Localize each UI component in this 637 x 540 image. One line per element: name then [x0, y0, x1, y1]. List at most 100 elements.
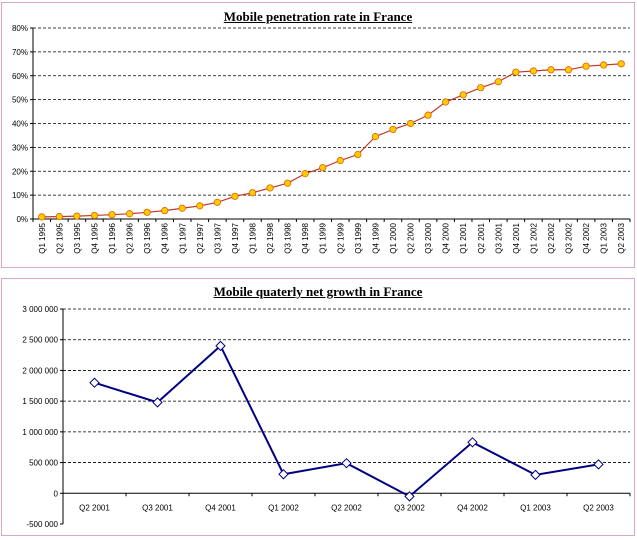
x-tick-label: Q4 1998 — [301, 222, 310, 253]
x-tick-label: Q4 2002 — [582, 222, 591, 253]
x-tick-label: Q3 2002 — [565, 222, 574, 253]
x-tick-label: Q1 1995 — [38, 222, 47, 253]
data-point — [161, 207, 169, 215]
x-tick-label: Q4 1999 — [371, 222, 380, 253]
data-point — [371, 133, 379, 141]
data-point — [108, 211, 116, 219]
y-tick-label: 70% — [12, 48, 28, 57]
data-point — [467, 437, 478, 448]
y-tick-label: -500 000 — [26, 520, 58, 529]
data-point — [512, 68, 520, 76]
x-tick-label: Q2 1999 — [336, 222, 345, 253]
x-tick-label: Q3 2001 — [142, 503, 173, 512]
data-point — [231, 192, 239, 200]
data-point — [354, 150, 362, 159]
x-tick-label: Q4 1997 — [231, 222, 240, 253]
penetration-chart-panel: Mobile penetration rate in France 0% 10% 2… — [1, 2, 635, 268]
data-point — [529, 67, 538, 75]
data-point — [547, 66, 555, 74]
growth-chart-title: Mobile quaterly net growth in France — [213, 284, 423, 299]
x-tick-label: Q3 1996 — [143, 222, 152, 253]
penetration-chart-title: Mobile penetration rate in France — [223, 9, 413, 24]
x-tick-label: Q3 1998 — [284, 222, 293, 253]
x-tick-label: Q4 2001 — [512, 222, 521, 253]
y-tick-label: 2 000 000 — [22, 366, 58, 375]
x-tick-label: Q1 2002 — [529, 222, 538, 253]
data-point — [301, 170, 309, 178]
x-tick-label: Q2 2002 — [331, 503, 362, 512]
x-tick-label: Q2 2001 — [79, 503, 110, 512]
data-point — [143, 208, 151, 216]
x-tick-label: Q1 1996 — [108, 222, 117, 253]
data-point — [424, 111, 432, 119]
x-tick-label: Q3 2001 — [494, 222, 503, 253]
data-point — [459, 91, 467, 99]
x-tick-label: Q2 2003 — [617, 222, 626, 253]
data-point — [600, 61, 608, 69]
data-point — [530, 469, 541, 481]
data-point — [389, 125, 397, 134]
series-line — [41, 63, 622, 218]
data-point — [582, 62, 590, 70]
series-line — [94, 344, 599, 498]
y-tick-label: 1 000 000 — [22, 428, 58, 437]
data-point — [494, 78, 502, 86]
data-point — [404, 491, 415, 502]
x-tick-label: Q3 1997 — [213, 222, 222, 253]
data-point — [196, 202, 204, 210]
x-tick-label: Q1 1998 — [248, 222, 257, 253]
data-point — [38, 213, 46, 221]
x-tick-label: Q4 2002 — [457, 503, 488, 512]
data-point — [564, 66, 573, 74]
y-tick-label: 20% — [12, 167, 28, 176]
data-point — [406, 119, 415, 128]
data-point — [152, 397, 163, 408]
y-tick-label: 10% — [12, 191, 28, 200]
x-tick-label: Q3 2002 — [394, 503, 425, 512]
x-tick-label: Q1 2000 — [389, 222, 398, 253]
x-tick-label: Q2 2002 — [547, 222, 556, 253]
x-tick-label: Q1 2001 — [459, 222, 468, 253]
data-point — [477, 84, 485, 92]
data-point — [248, 189, 257, 197]
x-tick-label: Q1 1999 — [319, 222, 328, 253]
data-point — [319, 164, 327, 172]
x-tick-label: Q1 2003 — [520, 503, 551, 512]
x-tick-label: Q3 1995 — [73, 222, 82, 253]
data-point — [178, 204, 186, 212]
x-tick-label: Q1 2002 — [268, 503, 299, 512]
data-point — [125, 210, 134, 218]
y-tick-label: 1 500 000 — [22, 397, 58, 406]
y-tick-label: 500 000 — [29, 459, 58, 468]
x-tick-label: Q3 1999 — [354, 222, 363, 253]
y-tick-label: 0 — [54, 489, 59, 498]
y-tick-label: 3 000 000 — [22, 305, 58, 314]
x-tick-label: Q1 2003 — [600, 222, 609, 253]
y-tick-label: 0% — [16, 215, 28, 224]
x-tick-label: Q2 2000 — [407, 222, 416, 253]
data-point — [336, 156, 344, 165]
data-point — [266, 184, 274, 192]
data-point — [442, 98, 450, 106]
y-tick-label: 2 500 000 — [22, 336, 58, 345]
data-point — [215, 340, 226, 352]
data-point — [341, 457, 352, 469]
x-tick-label: Q1 1997 — [178, 222, 187, 253]
x-tick-label: Q2 1996 — [126, 222, 135, 253]
x-tick-label: Q2 1995 — [55, 222, 64, 253]
y-tick-label: 60% — [12, 72, 28, 81]
y-tick-label: 30% — [12, 143, 28, 152]
y-tick-label: 50% — [12, 96, 28, 105]
growth-chart-panel: Mobile quaterly net growth in France -50… — [1, 278, 635, 536]
data-point — [593, 459, 604, 470]
x-tick-label: Q3 2000 — [424, 222, 433, 253]
data-point — [213, 198, 221, 206]
x-tick-label: Q2 1998 — [266, 222, 275, 253]
data-point — [617, 60, 625, 68]
data-point — [55, 213, 63, 221]
x-tick-label: Q4 1996 — [161, 222, 170, 253]
y-tick-label: 80% — [12, 24, 28, 33]
data-point — [89, 377, 100, 388]
penetration-chart: 0% 10% 20% 30% 40% 50% 60% 70% 80% Q1 1995 Q2 1995… — [12, 24, 631, 254]
x-tick-label: Q4 2000 — [442, 222, 451, 253]
